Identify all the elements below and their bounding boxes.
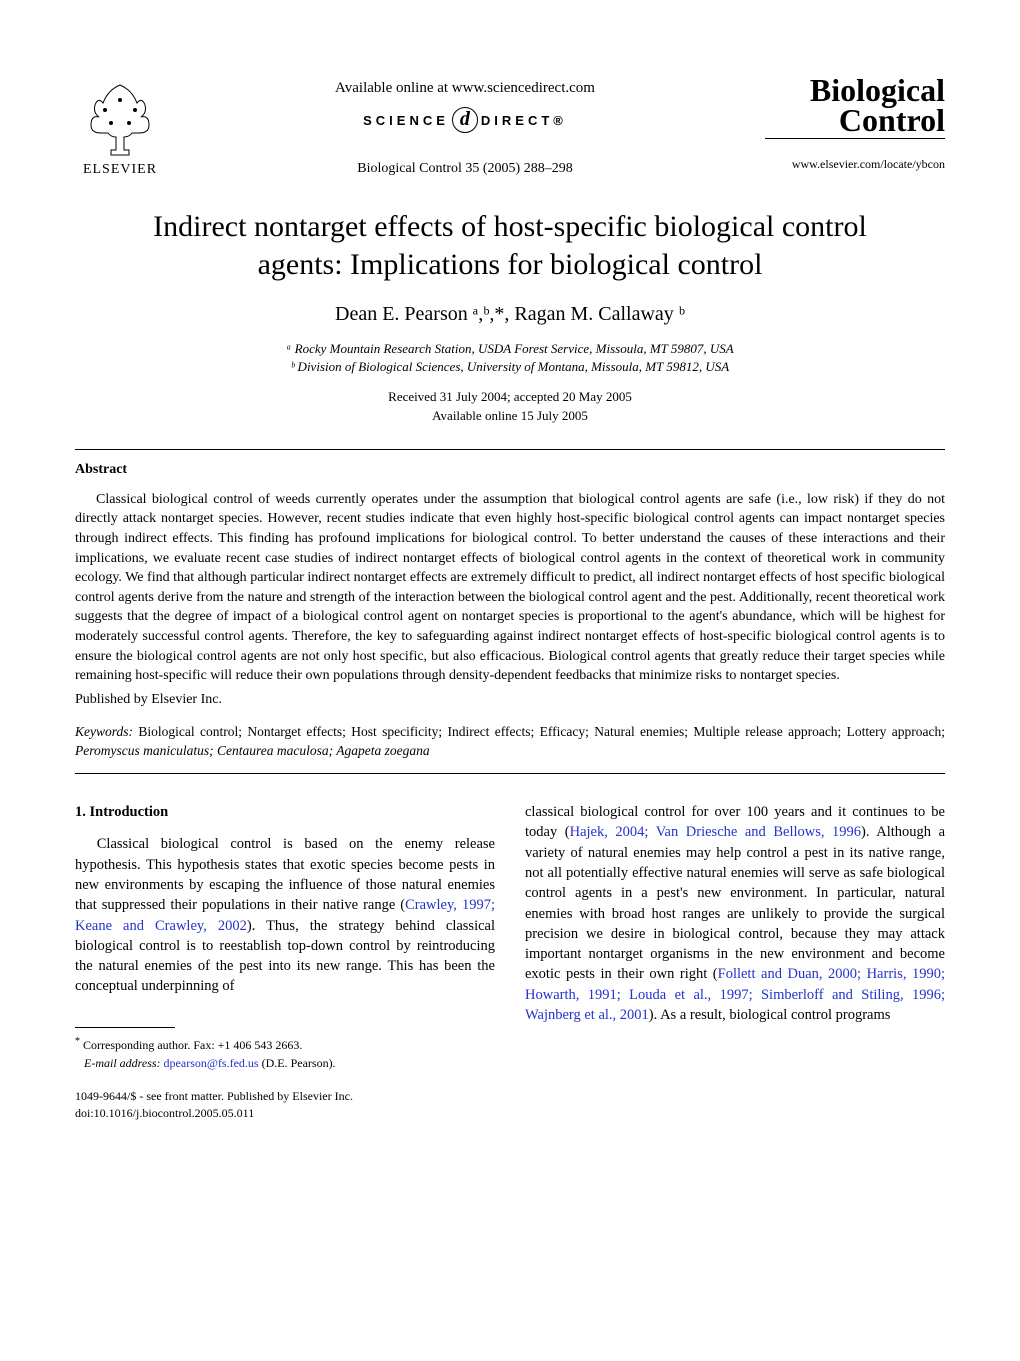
keywords: Keywords: Biological control; Nontarget … [75, 723, 945, 761]
available-online-text: Available online at www.sciencedirect.co… [165, 80, 765, 97]
published-by: Published by Elsevier Inc. [75, 690, 945, 710]
left-column: 1. Introduction Classical biological con… [75, 802, 495, 1121]
journal-header: ELSEVIER Available online at www.science… [75, 75, 945, 178]
sd-circle-icon: d [452, 107, 478, 133]
footnote-block: * Corresponding author. Fax: +1 406 543 … [75, 1034, 495, 1072]
affiliation-a: ᵃ Rocky Mountain Research Station, USDA … [75, 340, 945, 358]
intro-paragraph-right: classical biological control for over 10… [525, 802, 945, 1025]
received-date: Received 31 July 2004; accepted 20 May 2… [75, 388, 945, 406]
intro-paragraph-left: Classical biological control is based on… [75, 834, 495, 996]
copyright-line2: doi:10.1016/j.biocontrol.2005.05.011 [75, 1105, 495, 1122]
email-link[interactable]: dpearson@fs.fed.us [164, 1056, 259, 1070]
email-line: E-mail address: dpearson@fs.fed.us (D.E.… [75, 1054, 495, 1072]
online-date: Available online 15 July 2005 [75, 407, 945, 425]
center-header: Available online at www.sciencedirect.co… [165, 75, 765, 177]
science-direct-logo: SCIENCE d DIRECT® [363, 107, 567, 133]
keywords-text: Biological control; Nontarget effects; H… [133, 724, 945, 739]
article-dates: Received 31 July 2004; accepted 20 May 2… [75, 388, 945, 424]
right-column: classical biological control for over 10… [525, 802, 945, 1121]
citation-link[interactable]: Hajek, 2004; Van Driesche and Bellows, 1… [570, 824, 861, 840]
footnote-divider [75, 1027, 175, 1028]
journal-name: Biological Control [765, 75, 945, 136]
keywords-label: Keywords: [75, 724, 133, 739]
abstract-bottom-divider [75, 773, 945, 774]
corresponding-author: * Corresponding author. Fax: +1 406 543 … [75, 1034, 495, 1054]
sd-left: SCIENCE [363, 113, 449, 128]
journal-reference: Biological Control 35 (2005) 288–298 [165, 161, 765, 177]
affiliation-b: ᵇ Division of Biological Sciences, Unive… [75, 358, 945, 376]
elsevier-tree-icon [83, 75, 158, 160]
abstract-text: Classical biological control of weeds cu… [75, 490, 945, 686]
section-heading: 1. Introduction [75, 802, 495, 822]
copyright-line1: 1049-9644/$ - see front matter. Publishe… [75, 1088, 495, 1105]
article-title: Indirect nontarget effects of host-speci… [115, 208, 905, 283]
abstract-heading: Abstract [75, 462, 945, 478]
keywords-italic: Peromyscus maniculatus; Centaurea maculo… [75, 743, 430, 758]
journal-logo: Biological Control www.elsevier.com/loca… [765, 75, 945, 172]
body-columns: 1. Introduction Classical biological con… [75, 802, 945, 1121]
authors: Dean E. Pearson ᵃ,ᵇ,*, Ragan M. Callaway… [75, 303, 945, 326]
sd-right: DIRECT® [481, 113, 567, 128]
affiliations: ᵃ Rocky Mountain Research Station, USDA … [75, 340, 945, 376]
abstract-top-divider [75, 449, 945, 450]
elsevier-logo: ELSEVIER [75, 75, 165, 178]
copyright-block: 1049-9644/$ - see front matter. Publishe… [75, 1088, 495, 1122]
journal-url: www.elsevier.com/locate/ybcon [765, 157, 945, 172]
elsevier-name: ELSEVIER [83, 162, 157, 178]
